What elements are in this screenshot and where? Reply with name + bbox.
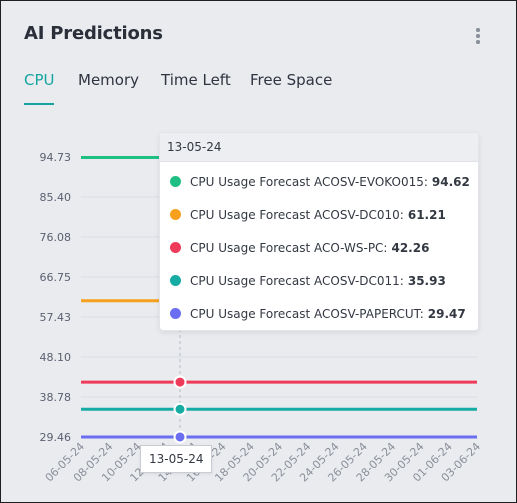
series-dot-icon <box>170 308 181 319</box>
tooltip-row: CPU Usage Forecast ACOSV-DC011: 35.93 <box>170 274 446 288</box>
y-tick-label: 29.46 <box>40 431 72 444</box>
tooltip-row: CPU Usage Forecast ACO-WS-PC: 42.26 <box>170 241 429 255</box>
tooltip-row: CPU Usage Forecast ACOSV-DC010: 61.21 <box>170 208 446 222</box>
tooltip-row: CPU Usage Forecast ACOSV-EVOKO015: 94.62 <box>170 175 470 189</box>
crosshair-x-label: 13-05-24 <box>140 445 213 473</box>
data-point-marker[interactable] <box>173 402 187 416</box>
y-tick-label: 85.40 <box>40 191 72 204</box>
data-point-marker[interactable] <box>173 430 187 444</box>
y-tick-label: 66.75 <box>40 271 72 284</box>
y-tick-label: 57.43 <box>40 311 72 324</box>
card-title: AI Predictions <box>24 23 163 44</box>
tooltip-header: 13-05-24 <box>160 133 478 162</box>
series-dot-icon <box>170 275 181 286</box>
series-dot-icon <box>170 242 181 253</box>
tab-free-space[interactable]: Free Space <box>250 71 333 89</box>
tab-cpu[interactable]: CPU <box>24 71 55 89</box>
series-dot-icon <box>170 176 181 187</box>
y-tick-label: 48.10 <box>40 351 72 364</box>
kebab-menu-icon[interactable] <box>471 26 485 46</box>
tooltip-row: CPU Usage Forecast ACOSV-PAPERCUT: 29.47 <box>170 307 466 321</box>
y-tick-label: 38.78 <box>40 391 72 404</box>
data-point-marker[interactable] <box>173 375 187 389</box>
chart-tooltip: 13-05-24 CPU Usage Forecast ACOSV-EVOKO0… <box>159 132 479 331</box>
y-tick-label: 94.73 <box>40 151 72 164</box>
series-dot-icon <box>170 209 181 220</box>
tab-memory[interactable]: Memory <box>78 71 140 89</box>
metric-tabs: CPU Memory Time Left Free Space <box>1 69 516 109</box>
tab-time-left[interactable]: Time Left <box>161 71 231 89</box>
active-tab-indicator <box>24 103 54 105</box>
y-tick-label: 76.08 <box>40 231 72 244</box>
tooltip-date: 13-05-24 <box>167 140 222 154</box>
